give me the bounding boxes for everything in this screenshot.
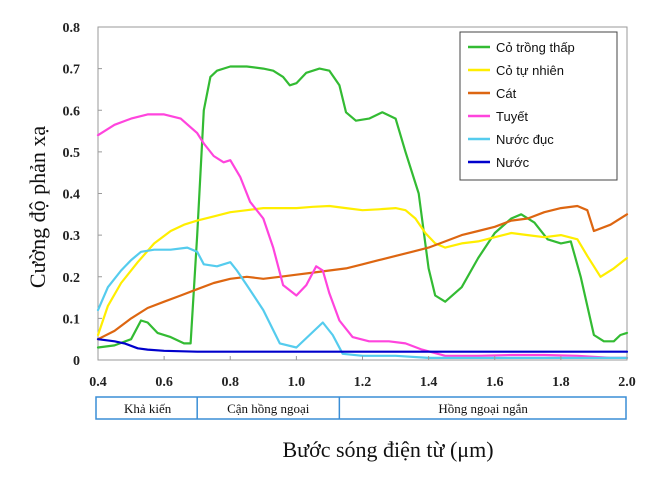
x-tick-label: 0.8 [222,375,240,390]
series-line-nuoc-duc [96,246,629,359]
spectral-region-band [95,396,627,420]
legend-label-tuyet: Tuyết [496,109,528,124]
y-tick-label: 0.4 [63,188,81,203]
x-tick-label: 1.4 [420,375,438,390]
series-line-nuoc [96,338,629,353]
region-label-hong-ngoai-ngan: Hồng ngoại ngắn [438,401,528,416]
y-tick-label: 0.7 [63,63,81,78]
legend-label-nuoc: Nước [496,155,530,170]
legend-label-co-trong-thap: Cỏ trồng thấp [496,40,575,55]
y-tick-label: 0.5 [63,146,81,161]
y-tick-label: 0 [73,354,80,369]
x-tick-label: 1.2 [354,375,372,390]
x-axis-title: Bước sóng điện từ (μm) [282,437,493,462]
series-line-co-tu-nhien [96,204,629,337]
region-label-kha-kien: Khả kiến [124,401,172,416]
series-line-cat [96,204,629,341]
region-label-can-hong-ngoai: Cận hồng ngoại [227,401,310,416]
y-tick-label: 0.6 [63,104,81,119]
legend-box [459,31,618,181]
legend-label-co-tu-nhien: Cỏ tự nhiên [496,63,564,78]
x-tick-label: 1.8 [552,375,570,390]
x-tick-label: 0.6 [155,375,173,390]
y-tick-label: 0.3 [63,229,81,244]
series-line-co-trong-thap [96,65,629,349]
legend-label-nuoc-duc: Nước đục [496,132,554,147]
x-tick-label: 0.4 [89,375,107,390]
legend-label-cat: Cát [496,86,517,101]
y-tick-label: 0.2 [63,271,81,286]
y-tick-label: 0.1 [63,312,81,327]
series-line-tuyet [96,113,629,359]
x-tick-label: 2.0 [618,375,636,390]
x-tick-label: 1.6 [486,375,504,390]
x-tick-label: 1.0 [288,375,306,390]
y-axis-title: Cường độ phản xạ [25,126,50,288]
y-tick-label: 0.8 [63,21,81,36]
